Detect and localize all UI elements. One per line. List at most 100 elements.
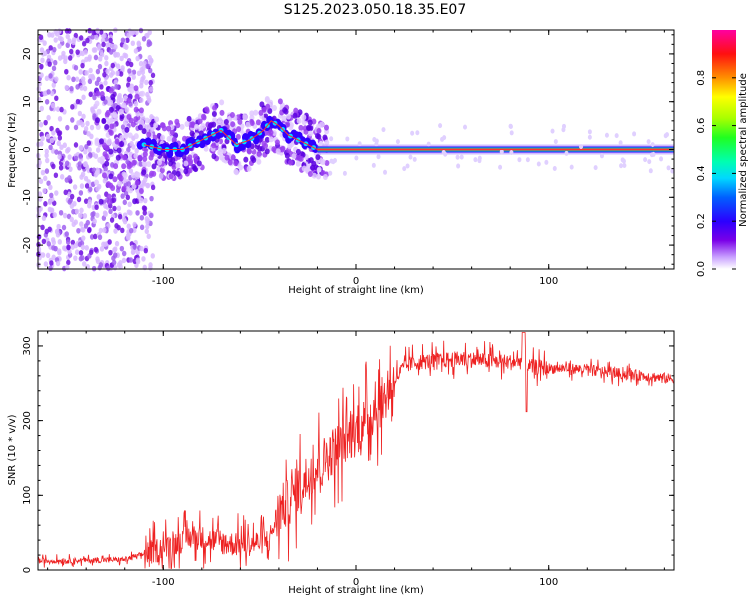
spectrogram-cell: [126, 163, 132, 170]
spectrogram-cell: [81, 261, 87, 267]
spectrogram-cell: [97, 63, 103, 70]
spectrogram-cell: [122, 154, 128, 161]
spectrogram-cell: [37, 159, 42, 166]
spectrogram-cell: [354, 155, 359, 161]
spectrogram-cell: [66, 244, 71, 251]
spectrogram-cell: [81, 94, 86, 101]
spectrogram-cell: [95, 147, 101, 153]
spectrogram-cell: [69, 216, 74, 223]
spectrogram-cell: [83, 161, 88, 167]
spectrogram-cell: [84, 143, 89, 150]
spectrogram-cell: [61, 224, 67, 231]
spectrogram-cell: [127, 68, 132, 74]
spectrogram-cell: [150, 184, 156, 191]
spectrogram-cell: [94, 204, 99, 211]
spectrogram-cell: [55, 127, 60, 134]
spectrogram-cell: [666, 165, 671, 171]
spectrogram-cell: [256, 158, 262, 165]
spectrogram-cell: [70, 239, 76, 246]
spectrogram-cell: [88, 67, 93, 74]
spectrogram-cell: [246, 165, 252, 172]
spectrogram-cell: [110, 62, 115, 69]
spectrogram-cell: [126, 209, 132, 215]
spectrogram-cell: [125, 60, 130, 67]
spectrogram-cell: [381, 127, 386, 133]
spectrogram-cell: [141, 128, 147, 135]
spectrogram-cell: [376, 154, 381, 160]
spectrogram-cell: [144, 228, 149, 235]
spectrogram-cell: [113, 228, 118, 234]
snr-y-ticks: 0 100 200 300: [22, 330, 674, 573]
spectrogram-cell: [122, 43, 128, 50]
x-tick-label: 100: [539, 577, 558, 588]
snr-x-ticks: -100 0 100: [47, 331, 665, 588]
spectrogram-cell: [58, 164, 64, 171]
spectrogram-cell: [83, 49, 88, 55]
spectrogram-cell: [46, 180, 51, 187]
spectrogram-cell: [119, 245, 125, 252]
spectrogram-cell: [90, 211, 95, 218]
spectrogram-cell: [301, 165, 307, 172]
spectrogram-cell: [44, 75, 50, 82]
spectrogram-cell: [79, 207, 84, 214]
spectrogram-cell: [94, 137, 100, 144]
spectrogram-cell: [64, 231, 69, 237]
spectrogram-cell: [44, 168, 50, 174]
spectrogram-cell: [109, 123, 115, 130]
colorbar-ticks: 0.0 0.2 0.4 0.6 0.8: [696, 70, 736, 277]
spectrogram-cell: [579, 144, 584, 150]
snr-x-label: Height of straight line (km): [288, 585, 424, 596]
spectrogram-cell: [569, 164, 574, 170]
spectrogram-cell: [80, 76, 86, 82]
spectrogram-ridge: [143, 120, 674, 150]
spectrogram-cell: [621, 158, 626, 164]
spectrogram-cell: [42, 40, 47, 46]
spectrogram-cell: [331, 159, 336, 165]
spectrogram-cell: [124, 126, 130, 133]
spectrogram-cell: [84, 70, 89, 76]
spectrogram-cell: [57, 154, 62, 160]
spectrogram-cell: [59, 144, 64, 151]
spectrogram-cell: [284, 152, 290, 159]
spectrogram-cell: [81, 235, 86, 241]
spectrogram-cell: [49, 90, 55, 97]
colorbar-gradient: [712, 30, 736, 269]
spectrogram-cell: [256, 150, 262, 157]
spectrogram-cell: [51, 82, 56, 88]
spectrogram-cell: [73, 155, 79, 162]
spectrogram-cell: [230, 154, 236, 161]
spectrogram-cell: [54, 228, 60, 235]
spectrogram-cell: [587, 129, 592, 135]
spectrogram-cell: [153, 122, 159, 129]
spectrogram-cell: [150, 126, 155, 133]
spectrogram-cell: [103, 80, 108, 86]
spectrogram-cell: [93, 54, 99, 61]
spectrogram-cell: [550, 128, 555, 134]
spectrogram-cell: [96, 108, 102, 115]
spectrogram-cell: [233, 160, 239, 167]
spectrogram-cell: [217, 149, 223, 156]
spectrogram-cell: [95, 212, 100, 219]
spectrogram-cell: [57, 43, 62, 49]
spectrogram-cell: [149, 149, 155, 156]
spectrogram-cell: [134, 147, 139, 154]
spectrogram-cell: [49, 137, 55, 144]
spectrogram-cell: [76, 120, 81, 126]
spectrogram-cell: [110, 184, 116, 191]
spectrogram-cell: [125, 37, 130, 44]
spectrogram-cell: [114, 84, 119, 90]
spectrogram-cell: [143, 176, 148, 183]
spectrogram-cell: [252, 135, 260, 145]
spectrogram-cell: [168, 173, 174, 180]
spectrogram-cell: [121, 216, 127, 223]
spectrogram-cell: [88, 186, 93, 193]
spectrogram-cell: [75, 49, 80, 55]
spectrogram-cell: [110, 93, 116, 100]
spectrogram-cell: [103, 99, 108, 105]
spectrogram-cell: [75, 84, 80, 90]
spectrogram-cell: [110, 43, 116, 50]
spectrogram-cell: [80, 226, 85, 233]
spectrogram-cell: [138, 161, 144, 167]
spectrogram-cell: [119, 134, 125, 141]
spectrogram-cell: [275, 148, 281, 155]
